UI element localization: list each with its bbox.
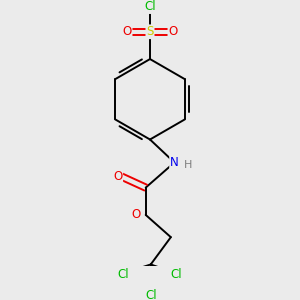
Text: O: O <box>113 169 122 183</box>
Text: S: S <box>146 25 154 38</box>
Text: O: O <box>168 25 178 38</box>
Text: N: N <box>170 156 179 169</box>
Text: Cl: Cl <box>145 289 157 300</box>
Text: O: O <box>131 208 140 221</box>
Text: Cl: Cl <box>144 0 156 13</box>
Text: Cl: Cl <box>170 268 182 281</box>
Text: H: H <box>184 160 192 170</box>
Text: O: O <box>122 25 132 38</box>
Text: Cl: Cl <box>117 268 128 281</box>
